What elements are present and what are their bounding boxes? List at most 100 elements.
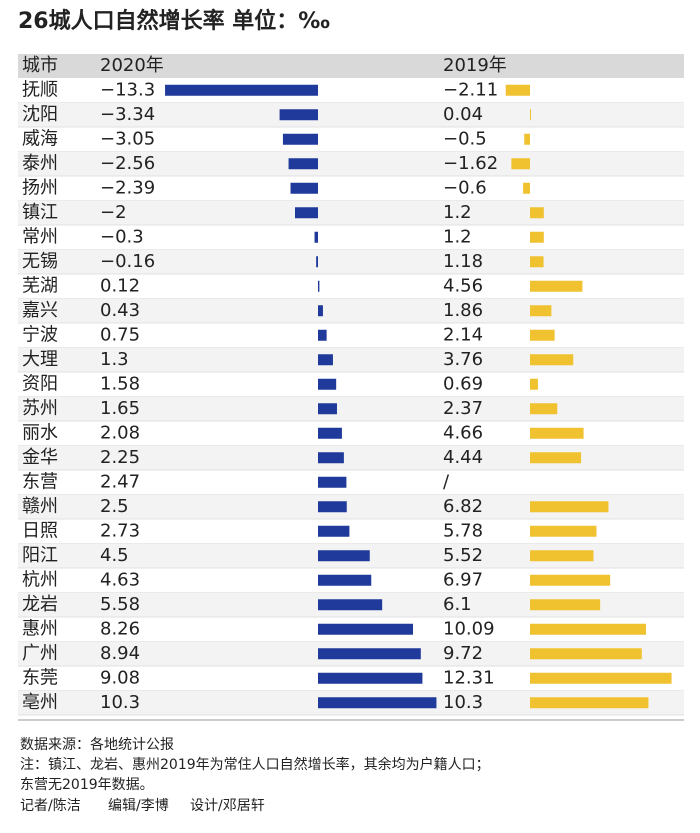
bar — [318, 354, 333, 366]
bar — [314, 231, 318, 243]
value-label: 9.08 — [100, 667, 140, 688]
bar — [530, 623, 647, 635]
value-label: 0.69 — [443, 373, 483, 394]
bar — [530, 378, 538, 390]
row-stripe — [18, 396, 684, 421]
category-label: 阳江 — [22, 545, 58, 566]
bar — [318, 378, 337, 390]
category-label: 常州 — [22, 226, 58, 247]
bar — [318, 501, 347, 513]
bar — [318, 672, 423, 684]
chart-title: 26城人口自然增长率 单位：‰ — [18, 8, 330, 34]
value-label: 8.26 — [100, 618, 140, 639]
value-label: 10.3 — [443, 692, 483, 713]
bar — [530, 697, 649, 709]
category-label: 东莞 — [22, 667, 58, 688]
category-label: 抚顺 — [22, 79, 58, 100]
value-label: 2.37 — [443, 398, 483, 419]
bar — [530, 256, 544, 268]
credit: 设计/邓居轩 — [190, 798, 265, 814]
value-label: 4.63 — [100, 569, 140, 590]
category-label: 大理 — [22, 349, 58, 370]
value-label: −0.3 — [100, 226, 144, 247]
category-label: 金华 — [22, 447, 58, 468]
bar — [530, 574, 611, 586]
bar — [318, 550, 370, 562]
bar — [316, 256, 318, 268]
value-label: 9.72 — [443, 643, 483, 664]
bar — [318, 697, 437, 709]
category-label: 嘉兴 — [22, 300, 58, 321]
category-label: 镇江 — [22, 202, 58, 223]
row-stripe — [18, 298, 684, 323]
credit: 记者/陈洁 — [20, 797, 81, 814]
value-label: 1.18 — [443, 251, 483, 272]
value-label: 10.09 — [443, 618, 495, 639]
category-label: 沈阳 — [22, 104, 58, 125]
bar — [505, 84, 530, 96]
value-label: 6.1 — [443, 594, 472, 615]
bar — [318, 280, 320, 292]
value-label: −13.3 — [100, 79, 155, 100]
bar — [530, 525, 597, 537]
category-label: 宁波 — [22, 324, 58, 345]
category-label: 威海 — [22, 128, 58, 149]
bar — [524, 133, 530, 145]
value-label: −2.56 — [100, 153, 155, 174]
value-label: 12.31 — [443, 667, 495, 688]
row-stripe — [18, 151, 684, 176]
category-label: 赣州 — [22, 496, 58, 517]
footnote: 数据来源：各地统计公报 — [20, 737, 174, 753]
bar — [288, 158, 318, 170]
category-header: 城市 — [22, 55, 58, 76]
bar — [511, 158, 530, 170]
bar — [318, 452, 344, 464]
category-label: 东营 — [22, 471, 58, 492]
value-label: 1.65 — [100, 398, 140, 419]
bar — [523, 182, 530, 194]
value-label: 2.73 — [100, 520, 140, 541]
value-label: / — [443, 471, 450, 492]
value-label: 0.12 — [100, 275, 140, 296]
footnote: 注：镇江、龙岩、惠州2019年为常住人口自然增长率，其余均为户籍人口； — [20, 756, 490, 773]
value-label: 10.3 — [100, 692, 140, 713]
credit: 编辑/李博 — [108, 797, 169, 814]
category-label: 杭州 — [22, 569, 58, 590]
row-stripe — [18, 200, 684, 225]
category-label: 龙岩 — [22, 594, 58, 615]
value-label: 5.52 — [443, 545, 483, 566]
bar — [318, 574, 372, 586]
bar — [530, 109, 531, 121]
category-label: 亳州 — [22, 692, 58, 713]
footnote: 东营无2019年数据。 — [20, 777, 154, 793]
bar — [530, 452, 582, 464]
value-label: 1.3 — [100, 349, 129, 370]
value-label: 3.76 — [443, 349, 483, 370]
header-row — [18, 54, 684, 78]
value-label: 1.2 — [443, 202, 472, 223]
bar — [318, 623, 413, 635]
value-label: 4.44 — [443, 447, 483, 468]
bar — [530, 648, 642, 660]
value-label: 2.5 — [100, 496, 129, 517]
row-stripe — [18, 102, 684, 127]
value-label: 5.58 — [100, 594, 140, 615]
category-label: 资阳 — [22, 373, 58, 394]
bar — [318, 329, 327, 341]
value-label: −0.6 — [443, 177, 487, 198]
value-label: −3.05 — [100, 128, 155, 149]
bar — [530, 305, 552, 317]
bar — [318, 476, 347, 488]
value-label: 6.97 — [443, 569, 483, 590]
bar — [530, 207, 544, 219]
category-label: 惠州 — [22, 618, 58, 639]
value-label: 0.04 — [443, 104, 483, 125]
value-label: 1.86 — [443, 300, 483, 321]
category-label: 泰州 — [22, 153, 58, 174]
value-label: 8.94 — [100, 643, 140, 664]
bar — [530, 280, 583, 292]
row-stripe — [18, 249, 684, 274]
value-label: −0.5 — [443, 128, 487, 149]
category-label: 广州 — [22, 643, 58, 664]
